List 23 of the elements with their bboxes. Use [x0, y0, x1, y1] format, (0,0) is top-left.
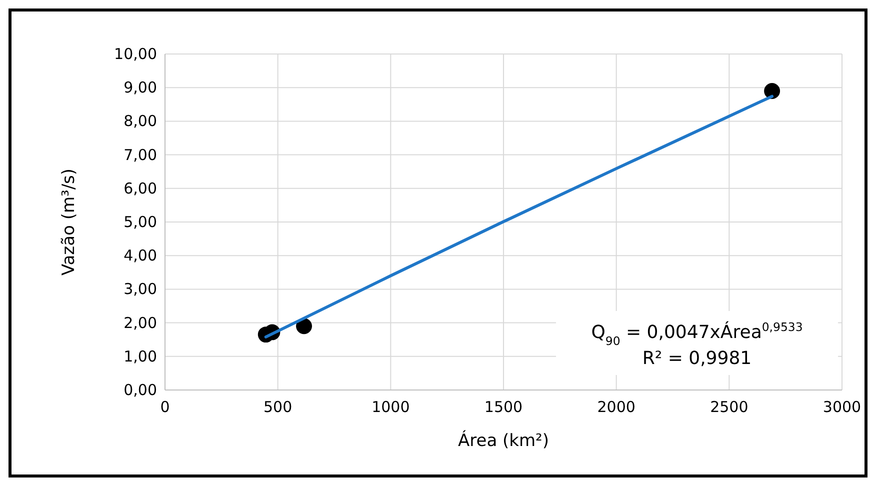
y-tick-label: 4,00	[124, 246, 157, 265]
y-tick-label: 8,00	[124, 112, 157, 130]
x-tick-label: 2500	[710, 398, 748, 416]
y-tick-label: 6,00	[124, 179, 157, 198]
y-tick-label: 2,00	[124, 314, 157, 332]
annotation: Q$_{90}$ = 0,0047xÁrea$^{0,9533}$	[591, 320, 803, 348]
y-tick-label: 5,00	[124, 213, 157, 231]
y-axis-title: Vazão (m³/s)	[59, 168, 79, 276]
annotation: R² = 0,9981	[642, 348, 752, 369]
y-tick-label: 0,00	[124, 381, 157, 399]
x-tick-label: 1500	[484, 398, 523, 416]
y-tick-label: 10,00	[114, 45, 157, 63]
x-tick-label: 0	[160, 398, 170, 416]
x-tick-label: 500	[264, 398, 292, 416]
y-tick-label: 7,00	[124, 146, 157, 164]
y-tick-label: 9,00	[124, 78, 157, 97]
point	[764, 82, 780, 99]
x-axis-title: Área (km²)	[458, 430, 550, 451]
x-tick-label: 3000	[822, 398, 862, 416]
y-tick-label: 3,00	[124, 280, 157, 298]
x-tick-label: 2000	[597, 398, 636, 416]
y-tick-label: 1,00	[124, 347, 157, 366]
x-tick-label: 1000	[372, 398, 410, 416]
